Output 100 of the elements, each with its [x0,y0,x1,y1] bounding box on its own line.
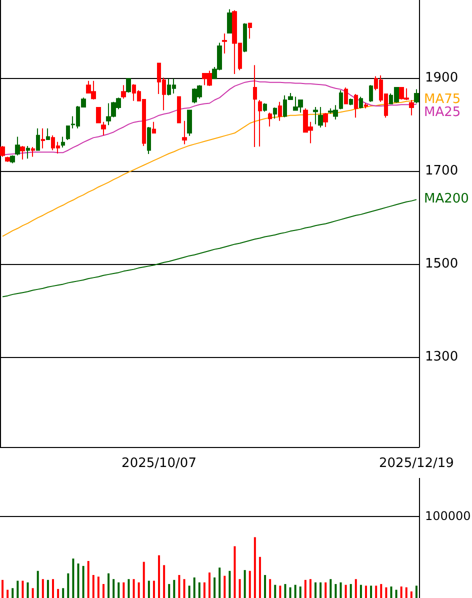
candlestick [10,154,15,164]
bar [314,582,317,598]
candlestick [147,126,151,154]
candlestick [177,96,181,124]
bar [173,580,176,598]
bar [102,584,104,598]
candlestick [5,156,10,162]
candlestick [258,100,262,148]
candlestick [121,84,126,100]
bar [269,579,272,598]
candlestick [414,88,419,104]
bar [77,563,80,598]
bar [354,579,357,598]
line-series [2,100,417,237]
candlestick [349,98,353,106]
bar [82,566,84,598]
bar [224,576,226,598]
bar [395,590,398,598]
bar [87,561,90,598]
line-series [2,199,417,298]
bar [244,570,246,598]
bar [118,582,120,598]
bar [112,579,115,598]
bar [92,574,94,598]
candlestick [359,96,363,109]
x-tick-label: 2025/12/19 [379,456,454,471]
bar [42,579,44,598]
bar [370,586,372,598]
bar [304,580,306,598]
candlestick [364,102,368,109]
bar [163,565,166,598]
bar [344,584,347,598]
candlestick [248,22,252,40]
candlestick [101,121,106,136]
bar [238,579,241,598]
bar [350,584,352,598]
bar [108,573,110,598]
bar [148,580,150,598]
bar [218,568,221,598]
bar [284,584,286,598]
candlestick [354,93,358,118]
bar [228,570,231,598]
y-tick-label: 1900 [425,70,458,86]
candlestick [313,106,318,125]
candlestick [31,146,35,158]
bar [12,588,14,598]
candlestick [182,120,187,145]
bar [415,586,418,598]
bar [334,584,337,598]
bar [178,574,180,598]
bar [299,586,302,598]
y-tick-label: 1700 [425,164,458,179]
bar [198,582,200,598]
candlestick [243,22,247,53]
series-label: MA25 [424,105,461,120]
bar [36,570,39,598]
bar [279,586,282,598]
candlestick [66,126,70,141]
bar [410,591,412,598]
bar [26,582,29,598]
bar [330,579,332,598]
candlestick [409,100,414,116]
candlestick [263,102,267,112]
bar [152,580,155,598]
x-tick-label: 2025/10/07 [122,456,196,471]
bar [57,588,60,598]
bar [188,586,190,598]
bar [360,584,362,598]
candlestick [46,128,50,141]
bar [22,580,24,598]
candlestick [318,106,323,128]
y-tick-label: 1300 [425,350,458,365]
bar [158,555,160,598]
series-label: MA200 [424,192,469,207]
bar [248,570,251,598]
bar [254,537,256,598]
bar [72,558,74,598]
candlestick [323,112,328,128]
bar [52,579,54,598]
bar [2,580,4,598]
line-series [2,80,417,156]
bar [122,582,125,598]
bar [208,572,210,598]
bar [203,582,206,598]
candlestick [369,84,373,102]
bar [193,577,196,598]
bar [340,582,342,598]
bar [289,587,292,598]
bar [97,576,100,598]
candlestick [26,146,30,160]
bar [168,584,170,598]
bar [274,584,276,598]
candlestick [36,128,40,152]
candlestick [96,106,101,124]
candlestick [152,121,156,134]
candlestick [61,136,65,148]
bar [380,584,382,598]
candlestick [273,106,277,120]
bar [142,562,145,598]
bar [46,580,49,598]
